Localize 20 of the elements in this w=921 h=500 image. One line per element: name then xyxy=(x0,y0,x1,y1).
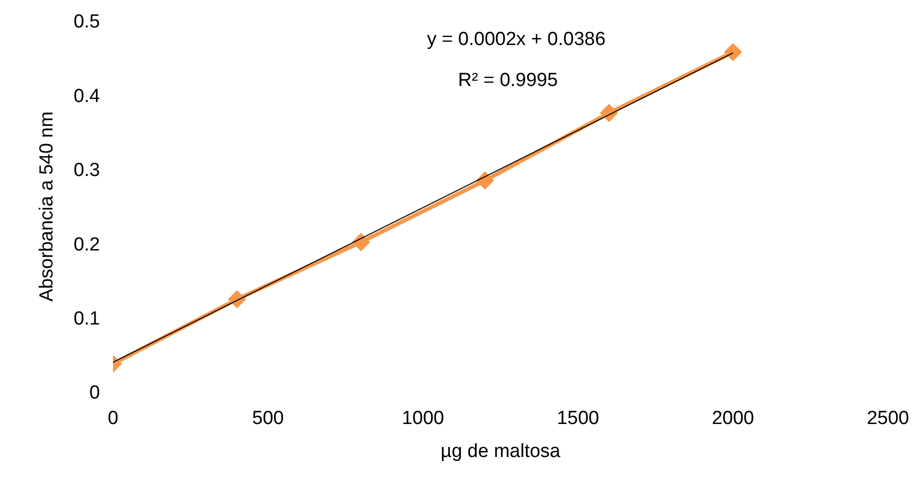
point xyxy=(600,104,618,122)
x-tick-label: 2000 xyxy=(712,408,754,429)
y-tick-label: 0.3 xyxy=(74,160,100,182)
x-tick-label: 500 xyxy=(252,408,284,429)
x-tick-label: 1500 xyxy=(556,408,600,429)
y-tick-label: 0.5 xyxy=(74,12,100,33)
y-tick-label: 0.4 xyxy=(74,86,100,107)
x-tick-label: 1000 xyxy=(402,408,444,429)
x-tick-label: 0 xyxy=(108,408,118,429)
annotation: R² = 0.9995 xyxy=(458,70,558,91)
y-tick-label: 0.1 xyxy=(74,308,100,330)
x-axis-title: µg de maltosa xyxy=(440,440,561,462)
annotation: y = 0.0002x + 0.0386 xyxy=(427,29,606,50)
y-tick-label: 0 xyxy=(89,382,100,404)
x-tick-label: 2500 xyxy=(866,408,910,429)
point xyxy=(476,171,494,190)
point xyxy=(724,43,742,62)
y-tick-label: 0.2 xyxy=(74,234,100,256)
point xyxy=(352,233,370,252)
y-axis-title: Absorbancia a 540 nm xyxy=(36,111,58,302)
